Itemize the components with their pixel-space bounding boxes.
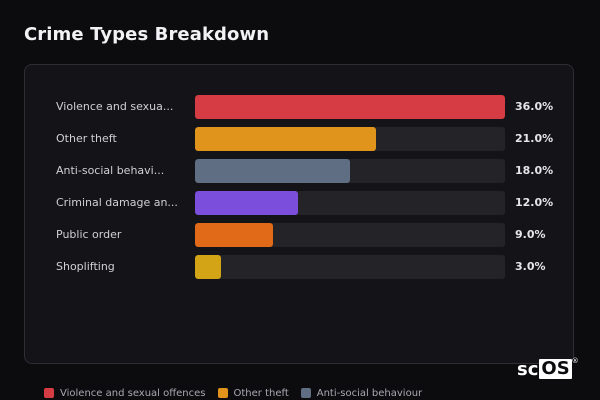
bar-value-label: 21.0% bbox=[515, 132, 554, 145]
bar-label: Criminal damage an... bbox=[56, 196, 178, 209]
bar-value-label: 18.0% bbox=[515, 164, 554, 177]
bar-value-label: 36.0% bbox=[515, 100, 554, 113]
bar-track bbox=[195, 223, 505, 247]
bar-label: Other theft bbox=[56, 132, 117, 145]
logo-box: OS bbox=[539, 358, 572, 379]
bar bbox=[195, 127, 376, 151]
bar-label: Anti-social behavi... bbox=[56, 164, 165, 177]
bar-row: Anti-social behavi... 18.0% bbox=[25, 159, 573, 183]
chart-title: Crime Types Breakdown bbox=[24, 24, 270, 45]
bar-track bbox=[195, 127, 505, 151]
bar-row: Criminal damage an... 12.0% bbox=[25, 191, 573, 215]
bar-row: Violence and sexua... 36.0% bbox=[25, 95, 573, 119]
bar-value-label: 9.0% bbox=[515, 228, 546, 241]
logo-prefix: sc bbox=[517, 358, 539, 380]
bar-label: Public order bbox=[56, 228, 122, 241]
scos-logo: sc OS ® bbox=[517, 357, 579, 380]
bar-value-label: 3.0% bbox=[515, 260, 546, 273]
bar bbox=[195, 191, 298, 215]
bar bbox=[195, 255, 221, 279]
bar-label: Violence and sexua... bbox=[56, 100, 174, 113]
legend-item: Anti-social behaviour bbox=[300, 387, 423, 399]
bar-track bbox=[195, 95, 505, 119]
bar bbox=[195, 223, 273, 247]
bar-value-label: 12.0% bbox=[515, 196, 554, 209]
bar-row: Public order 9.0% bbox=[25, 223, 573, 247]
legend-label: Other theft bbox=[233, 387, 289, 399]
chart-panel: Violence and sexua... 36.0% Other theft 21.… bbox=[24, 64, 574, 364]
legend-item: Other theft bbox=[217, 387, 289, 399]
registered-mark: ® bbox=[571, 357, 579, 365]
bar-row: Shoplifting 3.0% bbox=[25, 255, 573, 279]
chart-legend: Violence and sexual offences Other theft A… bbox=[44, 386, 434, 400]
bar-track bbox=[195, 255, 505, 279]
legend-label: Violence and sexual offences bbox=[60, 387, 206, 399]
legend-swatch bbox=[300, 388, 311, 398]
bar-label: Shoplifting bbox=[56, 260, 115, 273]
legend-swatch bbox=[217, 388, 228, 398]
legend-swatch bbox=[44, 388, 54, 398]
legend-label: Anti-social behaviour bbox=[316, 387, 423, 399]
bar-track bbox=[195, 159, 505, 183]
bar-row: Other theft 21.0% bbox=[25, 127, 573, 151]
legend-item: Violence and sexual offences bbox=[44, 388, 206, 399]
bar bbox=[195, 95, 505, 119]
bar-track bbox=[195, 191, 505, 215]
bar bbox=[195, 159, 350, 183]
